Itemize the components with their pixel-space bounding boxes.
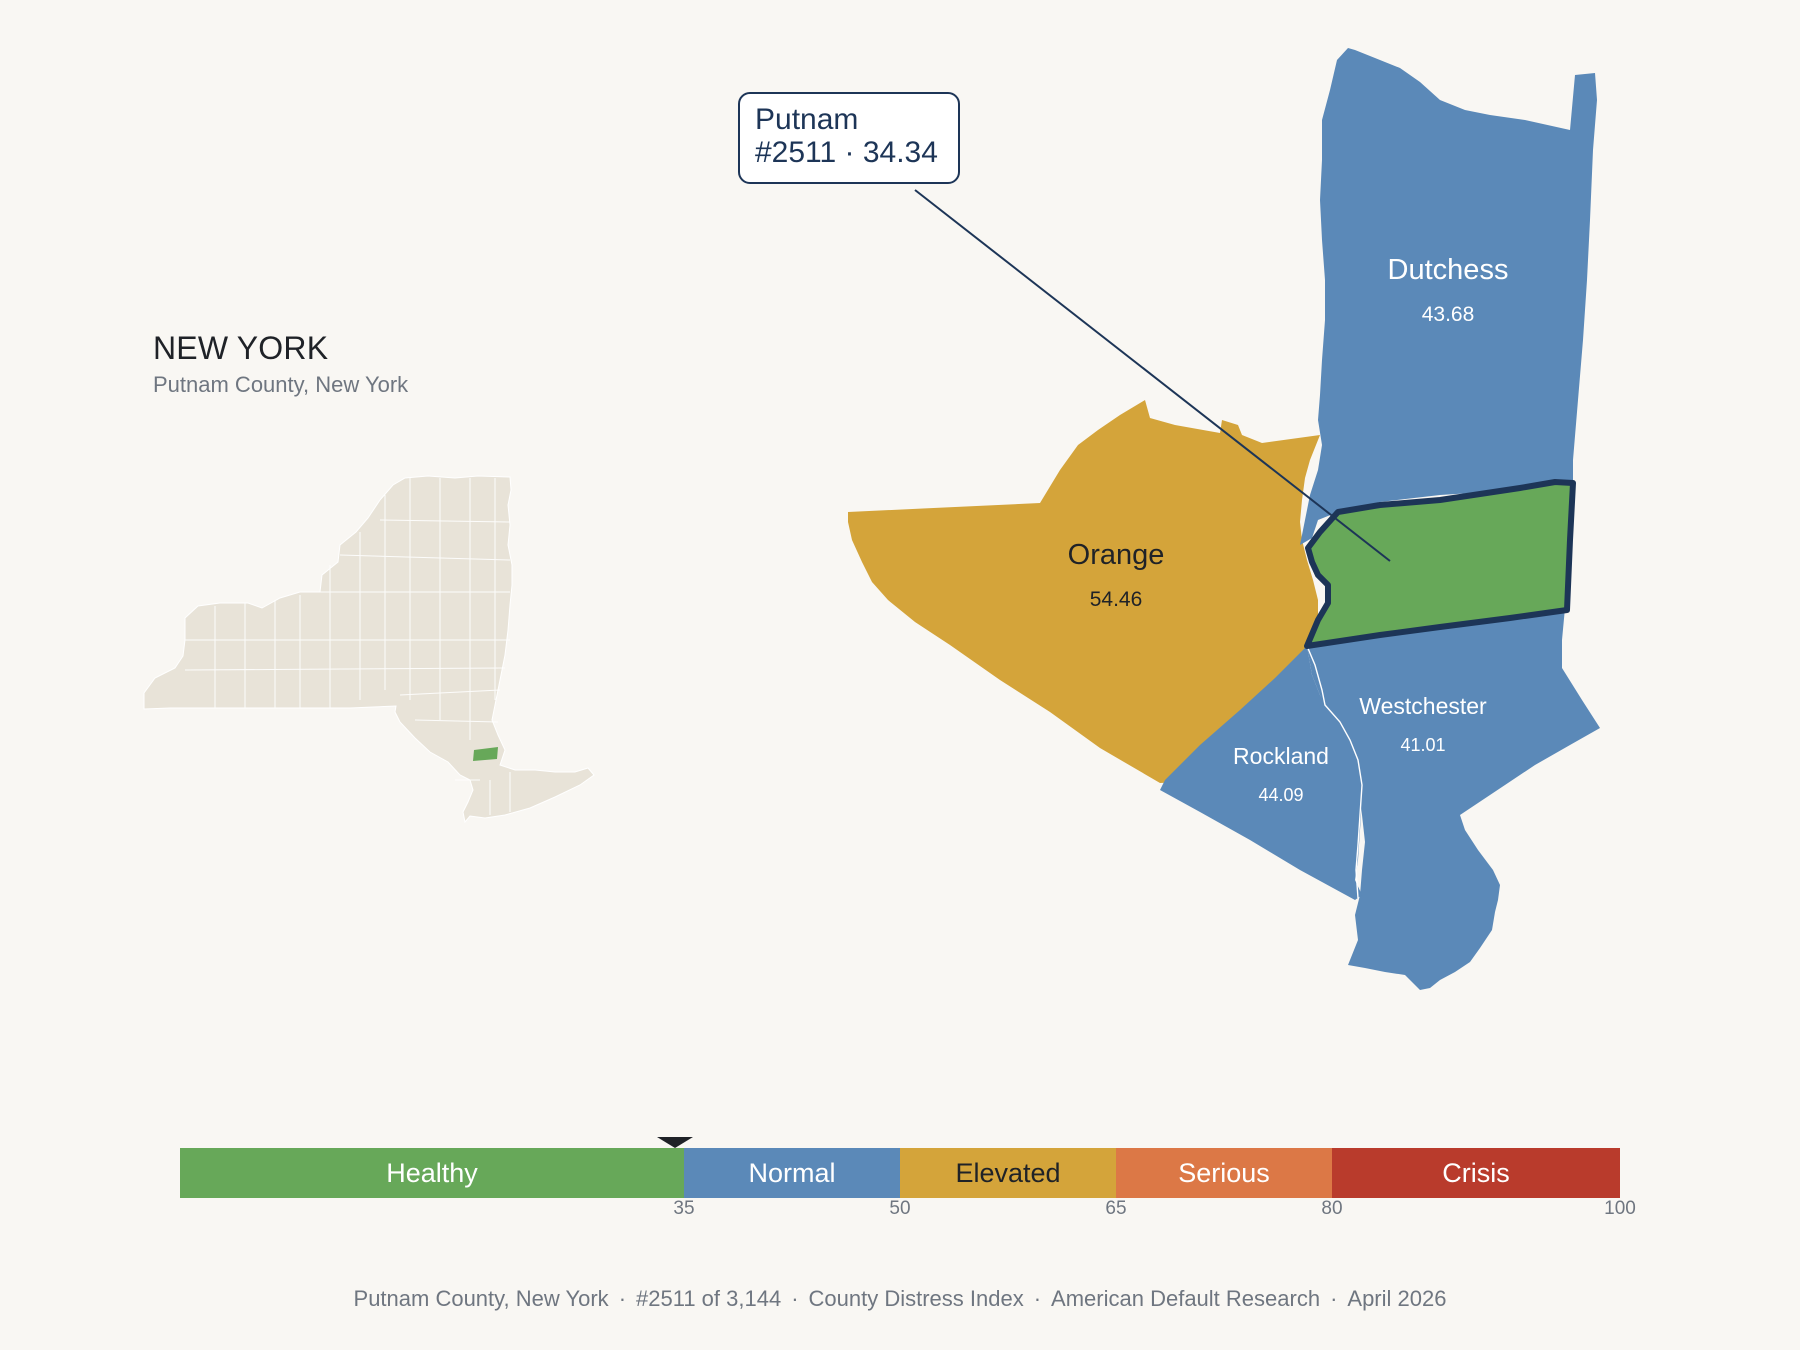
footer: Putnam County, New York · #2511 of 3,144 · C… [353,1286,1447,1311]
rockland-westchester-border [1306,645,1363,899]
scale-tick: 35 [673,1198,695,1219]
state-inset-map [143,475,595,824]
westchester-label: Westchester [1359,693,1487,719]
westchester-value: 41.01 [1400,735,1446,755]
orange-label: Orange [1067,539,1165,571]
new-york-state-shape [143,475,595,824]
county-callout: Putnam #2511 · 34.34 [738,92,960,184]
footer-date: April 2026 [1347,1286,1447,1311]
scale-segment-serious: Serious [1116,1148,1332,1198]
scale-segment-normal: Normal [684,1148,900,1198]
footer-index-name: County Distress Index [808,1286,1024,1311]
rockland-label: Rockland [1233,743,1329,769]
state-subtitle: Putnam County, New York [153,372,409,397]
scale-tick: 100 [1604,1198,1636,1219]
score-marker [657,1137,693,1148]
county-detail-map [848,48,1600,990]
dutchess-county-shape[interactable] [1300,48,1597,545]
scale-segment-elevated: Elevated [900,1148,1116,1198]
rockland-value: 44.09 [1258,785,1304,805]
orange-county-shape[interactable] [848,400,1320,783]
westchester-county-shape[interactable] [1307,608,1600,990]
putnam-county-shape[interactable] [1304,479,1576,649]
dutchess-value: 43.68 [1421,303,1475,326]
distress-scale-bar: Healthy Normal Elevated Serious Crisis [180,1148,1620,1198]
callout-leader-line [914,189,1391,562]
scale-tick: 80 [1321,1198,1343,1219]
rockland-county-shape[interactable] [1160,646,1362,900]
footer-source: American Default Research [1051,1286,1321,1311]
scale-tick: 65 [1105,1198,1127,1219]
scale-segment-healthy: Healthy [180,1148,684,1198]
callout-rank-value: #2511 · 34.34 [755,136,938,169]
state-title: NEW YORK [153,330,329,366]
dutchess-label: Dutchess [1387,254,1509,286]
scale-tick: 50 [889,1198,911,1219]
putnam-inset-highlight [473,747,498,761]
callout-county-name: Putnam [755,103,859,136]
scale-segment-crisis: Crisis [1332,1148,1620,1198]
footer-county: Putnam County, New York [353,1286,609,1311]
orange-value: 54.46 [1089,588,1143,611]
footer-rank: #2511 of 3,144 [636,1286,782,1311]
